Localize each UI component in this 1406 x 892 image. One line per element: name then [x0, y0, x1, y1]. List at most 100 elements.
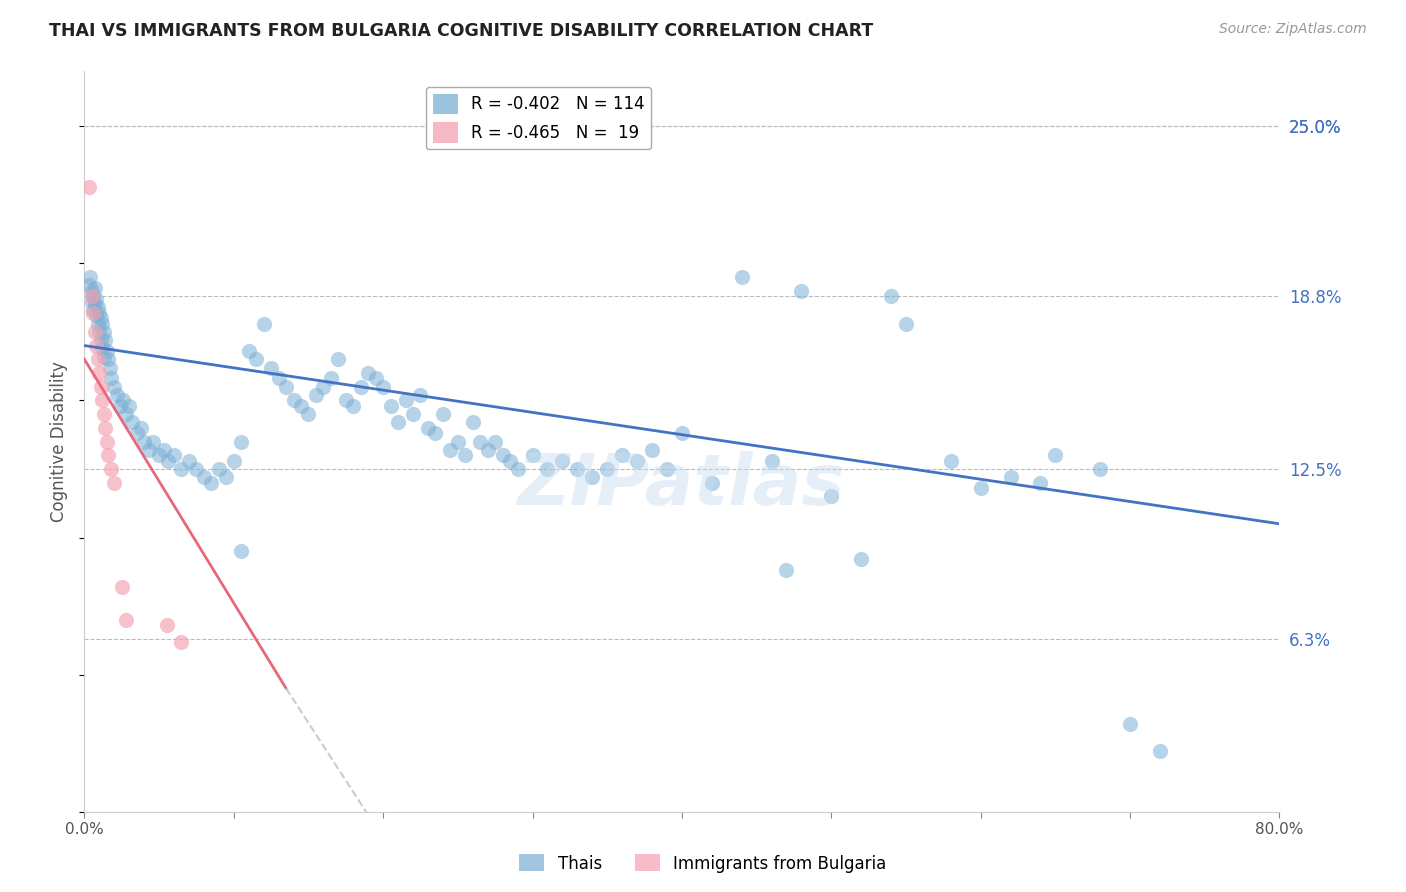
Point	[103, 380, 125, 394]
Point	[775, 563, 797, 577]
Point	[129, 421, 152, 435]
Point	[402, 407, 425, 421]
Point	[208, 462, 231, 476]
Point	[297, 407, 319, 421]
Point	[761, 454, 783, 468]
Point	[671, 426, 693, 441]
Point	[387, 415, 409, 429]
Point	[148, 448, 170, 462]
Point	[939, 454, 962, 468]
Point	[328, 352, 350, 367]
Point	[80, 294, 103, 309]
Point	[394, 393, 416, 408]
Legend: R = -0.402   N = 114, R = -0.465   N =  19: R = -0.402 N = 114, R = -0.465 N = 19	[426, 87, 651, 150]
Point	[110, 399, 132, 413]
Point	[880, 289, 903, 303]
Point	[283, 393, 305, 408]
Point	[416, 421, 439, 435]
Y-axis label: Cognitive Disability: Cognitive Disability	[51, 361, 69, 522]
Point	[596, 462, 619, 476]
Point	[121, 415, 143, 429]
Point	[89, 366, 111, 380]
Point	[97, 352, 120, 367]
Point	[91, 341, 114, 355]
Point	[94, 333, 117, 347]
Point	[1029, 475, 1052, 490]
Point	[125, 426, 148, 441]
Point	[342, 399, 364, 413]
Point	[77, 278, 100, 293]
Point	[350, 380, 373, 394]
Point	[91, 393, 114, 408]
Point	[90, 333, 112, 347]
Point	[1088, 462, 1111, 476]
Point	[364, 371, 387, 385]
Point	[231, 544, 253, 558]
Point	[461, 415, 484, 429]
Point	[238, 344, 260, 359]
Point	[335, 393, 357, 408]
Point	[105, 388, 128, 402]
Point	[118, 399, 141, 413]
Point	[290, 399, 312, 413]
Point	[894, 317, 917, 331]
Text: THAI VS IMMIGRANTS FROM BULGARIA COGNITIVE DISABILITY CORRELATION CHART: THAI VS IMMIGRANTS FROM BULGARIA COGNITI…	[49, 22, 873, 40]
Point	[103, 475, 125, 490]
Point	[82, 302, 104, 317]
Point	[970, 481, 993, 495]
Point	[89, 306, 111, 320]
Point	[641, 442, 664, 457]
Point	[506, 462, 529, 476]
Point	[849, 552, 872, 566]
Point	[82, 289, 104, 303]
Point	[470, 434, 492, 449]
Point	[655, 462, 678, 476]
Point	[132, 434, 156, 449]
Point	[142, 434, 165, 449]
Point	[90, 380, 112, 394]
Point	[380, 399, 402, 413]
Point	[90, 311, 112, 326]
Point	[215, 470, 238, 484]
Point	[87, 300, 110, 314]
Point	[170, 462, 193, 476]
Point	[86, 292, 108, 306]
Point	[425, 426, 447, 441]
Point	[536, 462, 558, 476]
Point	[305, 388, 328, 402]
Text: ZIPatlas: ZIPatlas	[519, 451, 845, 520]
Point	[97, 448, 120, 462]
Point	[77, 179, 100, 194]
Point	[83, 325, 105, 339]
Point	[80, 289, 103, 303]
Point	[87, 317, 110, 331]
Point	[89, 325, 111, 339]
Point	[357, 366, 380, 380]
Point	[319, 371, 342, 385]
Point	[267, 371, 290, 385]
Point	[1000, 470, 1022, 484]
Point	[96, 344, 118, 359]
Point	[731, 270, 754, 285]
Point	[567, 462, 589, 476]
Point	[170, 634, 193, 648]
Text: Source: ZipAtlas.com: Source: ZipAtlas.com	[1219, 22, 1367, 37]
Point	[610, 448, 633, 462]
Point	[93, 325, 115, 339]
Point	[111, 580, 134, 594]
Point	[100, 371, 122, 385]
Point	[93, 350, 115, 364]
Point	[91, 317, 114, 331]
Point	[222, 454, 245, 468]
Point	[94, 421, 117, 435]
Point	[83, 281, 105, 295]
Point	[522, 448, 544, 462]
Point	[253, 317, 276, 331]
Point	[155, 618, 177, 632]
Point	[790, 284, 813, 298]
Point	[100, 462, 122, 476]
Point	[484, 434, 506, 449]
Point	[312, 380, 335, 394]
Point	[551, 454, 574, 468]
Point	[700, 475, 723, 490]
